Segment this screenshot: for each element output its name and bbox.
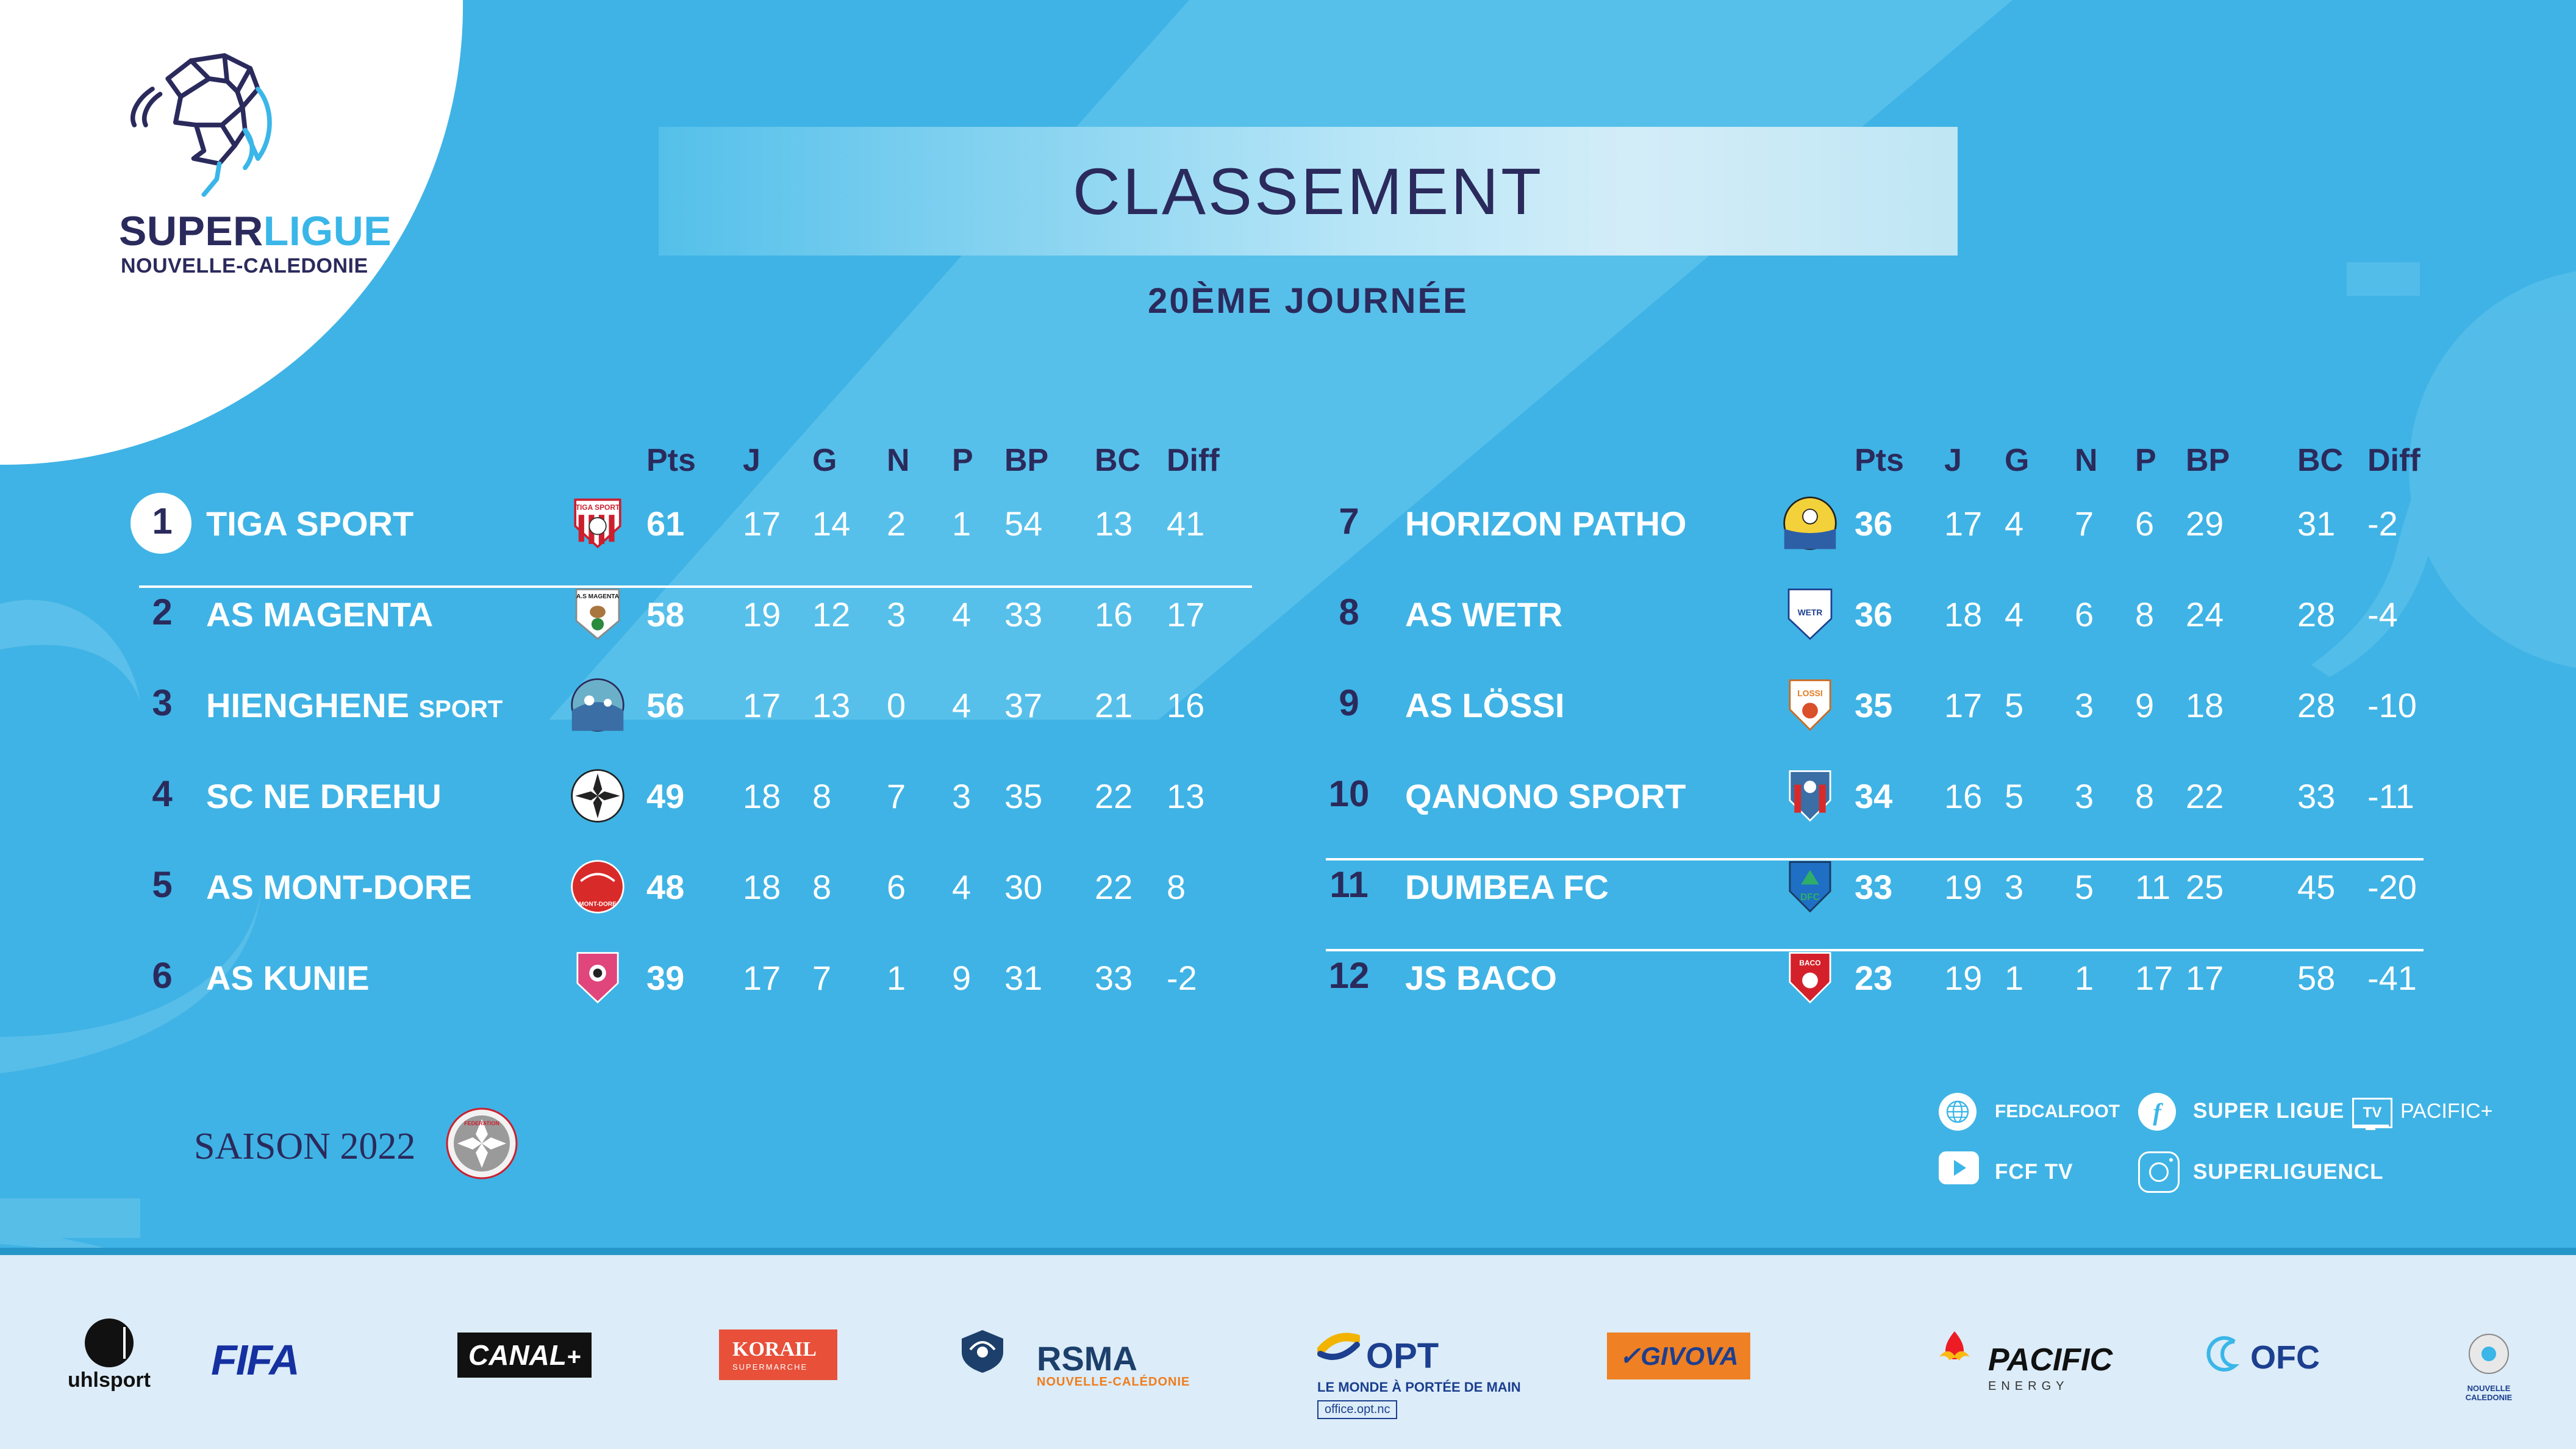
svg-text:LOSSI: LOSSI — [1797, 689, 1822, 698]
svg-text:WETR: WETR — [1798, 608, 1823, 617]
svg-text:A.S MAGENTA: A.S MAGENTA — [576, 593, 620, 600]
svg-text:TIGA SPORT: TIGA SPORT — [576, 503, 620, 512]
svg-text:MONT-DORE: MONT-DORE — [579, 901, 617, 907]
svg-text:DFC: DFC — [1800, 892, 1820, 903]
svg-text:BACO: BACO — [1799, 959, 1820, 967]
svg-text:FEDERATION: FEDERATION — [464, 1120, 499, 1126]
